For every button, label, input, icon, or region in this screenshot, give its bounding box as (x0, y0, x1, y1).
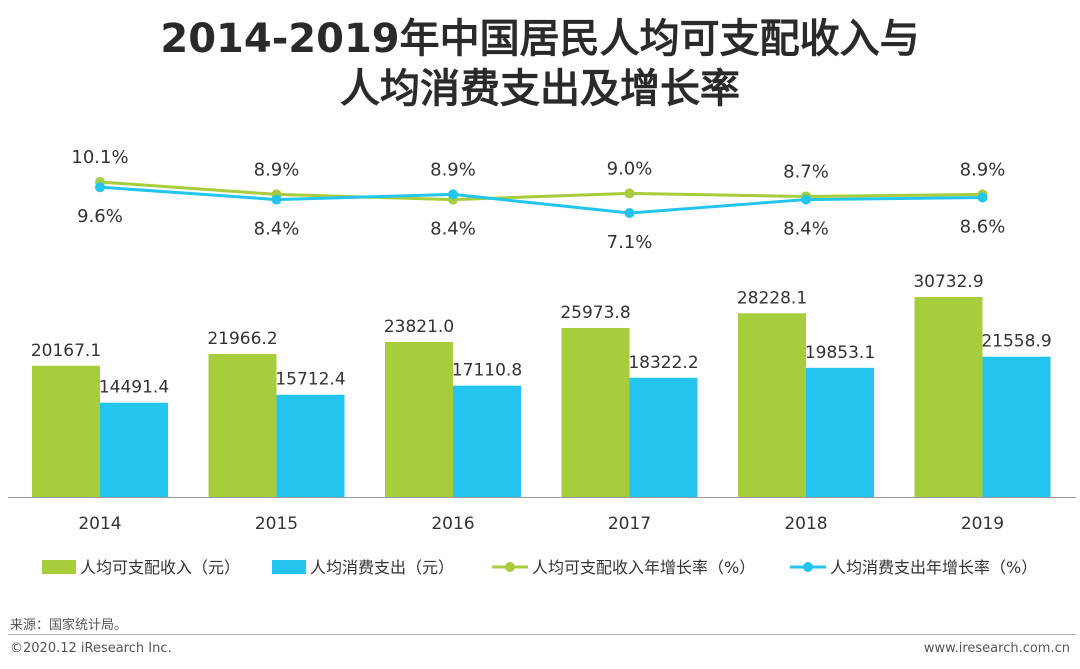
x-tick-label-2014: 2014 (78, 514, 121, 534)
bar-label-expenditure-2016: 17110.8 (452, 361, 522, 381)
source-note: 来源：国家统计局。 (10, 618, 128, 633)
point-expenditure-growth-2014 (95, 182, 105, 193)
bar-label-income-2016: 23821.0 (384, 317, 454, 337)
bar-income-2015 (208, 354, 277, 497)
legend-swatch-expenditure (272, 560, 306, 574)
bar-income-2018 (738, 313, 806, 497)
x-tick-label-2018: 2018 (784, 514, 827, 534)
growth-label-income-2016: 8.4% (430, 219, 476, 240)
point-expenditure-growth-2019 (977, 192, 988, 203)
growth-label-expenditure-2018: 8.4% (783, 219, 829, 240)
bar-label-income-2019: 30732.9 (913, 272, 983, 292)
bar-label-income-2015: 21966.2 (207, 329, 277, 349)
legend-swatch-income (42, 560, 76, 574)
x-tick-label-2015: 2015 (255, 514, 298, 534)
legend-marker-income-growth (505, 562, 515, 572)
point-expenditure-growth-2018 (801, 194, 811, 205)
legend-label-expenditure: 人均消费支出（元） (310, 558, 454, 577)
chart-title-line-2: 人均消费支出及增长率 (340, 66, 740, 112)
x-tick-label-2016: 2016 (431, 514, 474, 534)
bar-income-2017 (561, 327, 630, 497)
bar-label-expenditure-2018: 19853.1 (805, 343, 875, 363)
footer-divider (8, 634, 1076, 635)
growth-label-expenditure-2019: 8.6% (960, 217, 1006, 238)
x-tick-label-2017: 2017 (608, 514, 651, 534)
bar-income-2019 (914, 297, 983, 497)
bar-label-expenditure-2014: 14491.4 (99, 378, 169, 398)
bar-label-income-2018: 28228.1 (737, 288, 807, 308)
point-expenditure-growth-2016 (448, 189, 458, 200)
growth-label-expenditure-2015: 8.4% (254, 219, 300, 240)
growth-label-income-2018: 8.7% (783, 161, 829, 182)
bar-expenditure-2015 (276, 394, 345, 497)
legend-label-income: 人均可支配收入（元） (80, 558, 240, 577)
legend-label-expenditure-growth: 人均消费支出年增长率（%） (830, 558, 1037, 577)
legend-label-income-growth: 人均可支配收入年增长率（%） (532, 558, 755, 577)
point-income-growth-2017 (624, 188, 635, 199)
bar-label-expenditure-2015: 15712.4 (275, 370, 345, 390)
line-income-growth (99, 180, 983, 202)
growth-label-expenditure-2016: 8.9% (430, 159, 476, 180)
x-tick-label-2019: 2019 (961, 514, 1004, 534)
line-expenditure-growth (99, 185, 983, 215)
point-expenditure-growth-2017 (624, 208, 635, 218)
bar-income-2014 (32, 365, 100, 497)
bar-expenditure-2018 (806, 367, 874, 497)
growth-label-income-2019: 8.9% (960, 159, 1006, 180)
bar-expenditure-2017 (629, 377, 698, 497)
bar-income-2016 (385, 341, 453, 497)
growth-label-income-2015: 8.9% (254, 159, 300, 180)
growth-label-income-2014: 10.1% (71, 147, 128, 168)
copyright: ©2020.12 iResearch Inc. (10, 641, 172, 656)
chart-title-line-1: 2014-2019年中国居民人均可支配收入与 (160, 16, 920, 62)
bar-label-expenditure-2019: 21558.9 (981, 332, 1051, 352)
legend-marker-expenditure-growth (803, 562, 813, 572)
point-expenditure-growth-2015 (271, 194, 282, 205)
growth-label-expenditure-2014: 9.6% (77, 206, 123, 227)
growth-label-income-2017: 9.0% (607, 158, 653, 179)
bar-label-income-2014: 20167.1 (31, 341, 101, 361)
growth-label-expenditure-2017: 7.1% (607, 232, 653, 253)
bar-expenditure-2019 (982, 356, 1051, 497)
website-link[interactable]: www.iresearch.com.cn (923, 641, 1070, 656)
bar-label-expenditure-2017: 18322.2 (628, 353, 698, 373)
bar-label-income-2017: 25973.8 (560, 303, 630, 323)
bar-expenditure-2014 (100, 402, 168, 497)
bar-expenditure-2016 (453, 385, 521, 497)
